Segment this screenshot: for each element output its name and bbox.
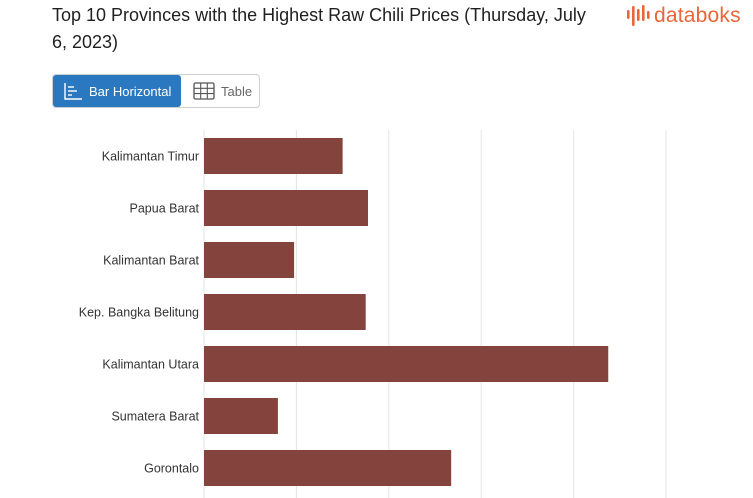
bar-horizontal-label: Bar Horizontal [89, 83, 172, 99]
bar[interactable] [204, 138, 343, 174]
bar[interactable] [204, 346, 609, 382]
logo-text: databoks [654, 4, 741, 27]
category-label: Gorontalo [144, 462, 199, 476]
table-icon [193, 82, 215, 100]
bar[interactable] [204, 294, 366, 330]
table-button[interactable]: Table [181, 75, 252, 107]
bar[interactable] [204, 242, 295, 278]
category-label: Kalimantan Barat [103, 254, 199, 268]
bar-chart: Kalimantan Timur Papua Barat Kalimantan Ba… [79, 130, 667, 498]
bar-horizontal-icon [64, 83, 82, 100]
view-toggle: Bar Horizontal Table [52, 74, 260, 108]
category-label: Sumatera Barat [111, 410, 199, 424]
category-label: Kalimantan Timur [102, 150, 199, 164]
category-label: Papua Barat [130, 202, 200, 216]
bar-horizontal-button[interactable]: Bar Horizontal [53, 75, 181, 107]
category-label: Kep. Bangka Belitung [79, 306, 199, 320]
databoks-bars-icon [627, 5, 650, 26]
databoks-logo: databoks [626, 3, 741, 29]
bar[interactable] [204, 450, 452, 486]
category-label: Kalimantan Utara [102, 358, 199, 372]
bar[interactable] [204, 398, 278, 434]
chart-title: Top 10 Provinces with the Highest Raw Ch… [52, 5, 586, 52]
bar[interactable] [204, 190, 369, 226]
table-label: Table [221, 83, 253, 99]
